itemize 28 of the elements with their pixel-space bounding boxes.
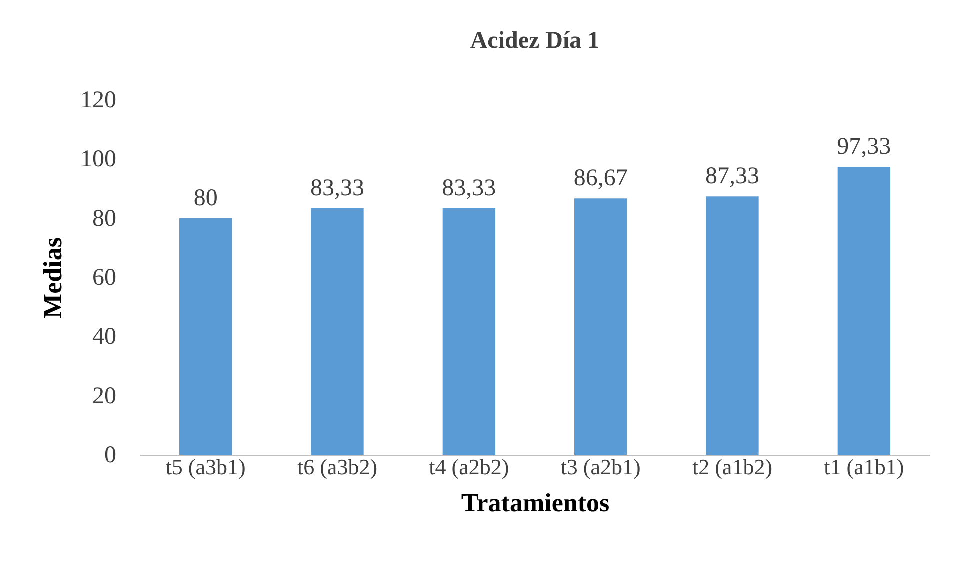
- x-tick-label: t1 (a1b1): [824, 454, 904, 480]
- y-tick-label: 60: [92, 265, 116, 291]
- y-tick-label: 120: [80, 88, 116, 114]
- x-axis-title: Tratamientos: [461, 488, 610, 518]
- x-tick-label: t2 (a1b2): [692, 454, 773, 480]
- y-tick-label: 40: [92, 324, 116, 350]
- bar: [442, 208, 496, 455]
- chart-title: Acidez Día 1: [470, 28, 600, 54]
- x-tick-label: t5 (a3b1): [166, 454, 246, 480]
- y-tick-label: 20: [92, 383, 116, 410]
- bar: [706, 196, 759, 455]
- bar: [311, 208, 364, 455]
- x-tick-label: t4 (a2b2): [429, 454, 510, 480]
- y-tick-label: 80: [92, 206, 116, 232]
- data-label: 80: [194, 185, 218, 212]
- bar: [838, 167, 890, 455]
- y-axis-title: Medias: [38, 238, 68, 318]
- x-tick-label: t3 (a2b1): [560, 454, 641, 480]
- y-tick-label: 0: [104, 442, 116, 468]
- x-tick-label: t6 (a3b2): [297, 454, 378, 480]
- data-label: 83,33: [442, 175, 496, 202]
- data-label: 83,33: [310, 175, 364, 202]
- bar: [574, 198, 628, 455]
- data-label: 87,33: [706, 164, 760, 190]
- bar: [180, 218, 232, 455]
- data-label: 86,67: [574, 166, 628, 192]
- data-label: 97,33: [837, 134, 892, 160]
- y-tick-label: 100: [80, 146, 116, 173]
